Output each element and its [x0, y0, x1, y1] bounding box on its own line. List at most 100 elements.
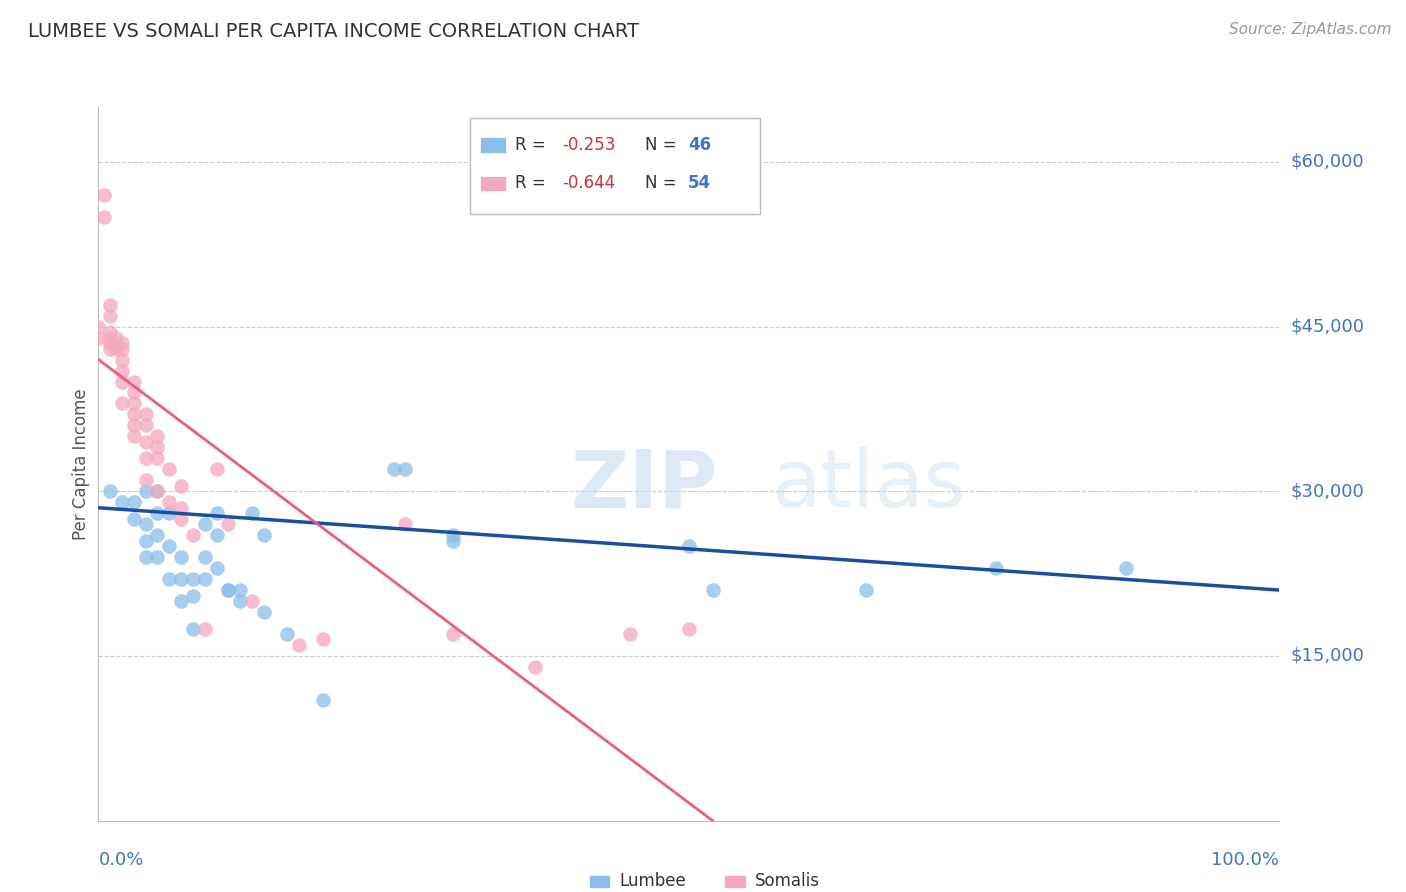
Point	[157, 495, 180, 509]
Point	[441, 627, 464, 641]
Point	[441, 533, 464, 548]
Point	[135, 451, 157, 466]
Point	[146, 528, 169, 542]
Text: atlas: atlas	[772, 446, 966, 524]
Point	[394, 462, 416, 476]
Point	[98, 330, 121, 344]
FancyBboxPatch shape	[479, 176, 506, 191]
Point	[146, 429, 169, 443]
FancyBboxPatch shape	[471, 118, 759, 214]
Point	[146, 506, 169, 520]
Point	[181, 622, 204, 636]
Point	[122, 385, 145, 400]
Point	[93, 210, 115, 224]
FancyBboxPatch shape	[479, 137, 506, 153]
Point	[146, 441, 169, 455]
Point	[253, 605, 276, 619]
Point	[98, 309, 121, 323]
Point	[111, 336, 134, 351]
Text: ZIP: ZIP	[571, 446, 718, 524]
Text: N =: N =	[645, 136, 682, 153]
Text: $30,000: $30,000	[1291, 483, 1364, 500]
Point	[122, 396, 145, 410]
Point	[111, 363, 134, 377]
Point	[229, 583, 252, 598]
Point	[619, 627, 641, 641]
Point	[122, 418, 145, 433]
Point	[135, 550, 157, 565]
Point	[194, 622, 217, 636]
Point	[135, 517, 157, 532]
Point	[229, 594, 252, 608]
Point	[135, 484, 157, 499]
Point	[146, 451, 169, 466]
Text: $45,000: $45,000	[1291, 318, 1365, 335]
Point	[105, 342, 128, 356]
FancyBboxPatch shape	[589, 875, 610, 888]
Point	[135, 434, 157, 449]
Point	[157, 539, 180, 553]
Text: LUMBEE VS SOMALI PER CAPITA INCOME CORRELATION CHART: LUMBEE VS SOMALI PER CAPITA INCOME CORRE…	[28, 22, 640, 41]
Point	[524, 660, 547, 674]
Point	[170, 594, 193, 608]
Point	[98, 342, 121, 356]
Point	[157, 506, 180, 520]
Point	[312, 632, 335, 647]
Point	[135, 408, 157, 422]
Point	[253, 528, 276, 542]
Point	[170, 572, 193, 586]
Point	[702, 583, 724, 598]
Text: Somalis: Somalis	[755, 872, 820, 890]
Point	[105, 330, 128, 344]
Point	[122, 375, 145, 389]
FancyBboxPatch shape	[724, 875, 745, 888]
Point	[135, 473, 157, 487]
Point	[170, 500, 193, 515]
Text: -0.253: -0.253	[562, 136, 616, 153]
Point	[181, 589, 204, 603]
Text: 0.0%: 0.0%	[98, 851, 143, 869]
Point	[98, 336, 121, 351]
Text: 54: 54	[688, 175, 711, 193]
Point	[181, 572, 204, 586]
Point	[678, 622, 700, 636]
Point	[394, 517, 416, 532]
Point	[122, 408, 145, 422]
Point	[122, 512, 145, 526]
Point	[135, 418, 157, 433]
Text: -0.644: -0.644	[562, 175, 616, 193]
Point	[217, 517, 239, 532]
Point	[855, 583, 877, 598]
Point	[111, 396, 134, 410]
Text: $60,000: $60,000	[1291, 153, 1364, 171]
Point	[111, 352, 134, 367]
Point	[122, 429, 145, 443]
Point	[111, 375, 134, 389]
Text: R =: R =	[516, 175, 551, 193]
Point	[146, 484, 169, 499]
Point	[678, 539, 700, 553]
Point	[288, 638, 311, 652]
Y-axis label: Per Capita Income: Per Capita Income	[72, 388, 90, 540]
Point	[240, 506, 263, 520]
Point	[170, 512, 193, 526]
Point	[382, 462, 405, 476]
Point	[312, 693, 335, 707]
Point	[194, 572, 217, 586]
Point	[170, 479, 193, 493]
Point	[205, 506, 228, 520]
Point	[157, 572, 180, 586]
Point	[135, 533, 157, 548]
Point	[240, 594, 263, 608]
Point	[276, 627, 298, 641]
Point	[98, 325, 121, 339]
Point	[98, 484, 121, 499]
Point	[205, 561, 228, 575]
Point	[146, 484, 169, 499]
Text: R =: R =	[516, 136, 551, 153]
Text: Lumbee: Lumbee	[619, 872, 686, 890]
Point	[181, 528, 204, 542]
Point	[93, 187, 115, 202]
Point	[157, 462, 180, 476]
Text: N =: N =	[645, 175, 682, 193]
